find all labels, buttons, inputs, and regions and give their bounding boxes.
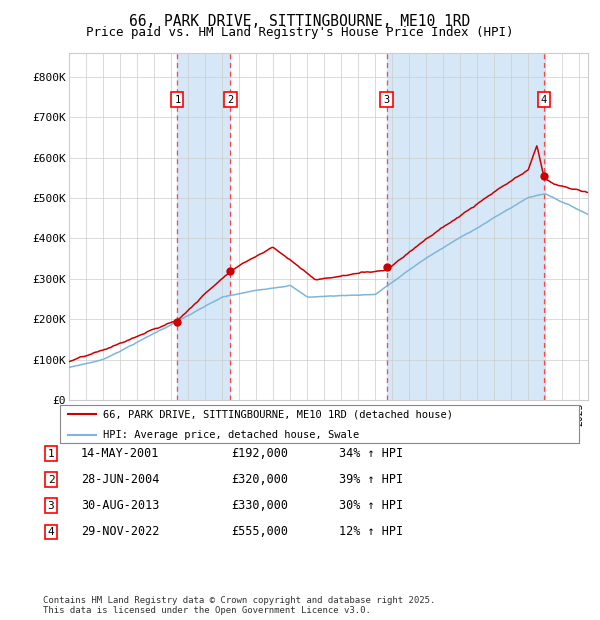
Text: 2: 2 (47, 475, 55, 485)
Text: 66, PARK DRIVE, SITTINGBOURNE, ME10 1RD: 66, PARK DRIVE, SITTINGBOURNE, ME10 1RD (130, 14, 470, 29)
Text: 2: 2 (227, 95, 233, 105)
Text: HPI: Average price, detached house, Swale: HPI: Average price, detached house, Swal… (103, 430, 359, 440)
Text: 28-JUN-2004: 28-JUN-2004 (81, 474, 160, 486)
Text: £330,000: £330,000 (231, 500, 288, 512)
Text: £555,000: £555,000 (231, 526, 288, 538)
Text: 39% ↑ HPI: 39% ↑ HPI (339, 474, 403, 486)
Bar (386, 53, 544, 400)
Text: 14-MAY-2001: 14-MAY-2001 (81, 448, 160, 460)
Text: 1: 1 (47, 449, 55, 459)
Text: 29-NOV-2022: 29-NOV-2022 (81, 526, 160, 538)
Text: 12% ↑ HPI: 12% ↑ HPI (339, 526, 403, 538)
Text: Contains HM Land Registry data © Crown copyright and database right 2025.
This d: Contains HM Land Registry data © Crown c… (43, 596, 436, 615)
Text: £192,000: £192,000 (231, 448, 288, 460)
Text: 30-AUG-2013: 30-AUG-2013 (81, 500, 160, 512)
Text: 30% ↑ HPI: 30% ↑ HPI (339, 500, 403, 512)
Text: 4: 4 (47, 527, 55, 537)
Text: 4: 4 (541, 95, 547, 105)
Text: Price paid vs. HM Land Registry's House Price Index (HPI): Price paid vs. HM Land Registry's House … (86, 26, 514, 39)
Bar (178, 53, 230, 400)
Text: 1: 1 (174, 95, 181, 105)
Text: 3: 3 (383, 95, 389, 105)
Text: £320,000: £320,000 (231, 474, 288, 486)
Text: 3: 3 (47, 501, 55, 511)
Text: 34% ↑ HPI: 34% ↑ HPI (339, 448, 403, 460)
Text: 66, PARK DRIVE, SITTINGBOURNE, ME10 1RD (detached house): 66, PARK DRIVE, SITTINGBOURNE, ME10 1RD … (103, 409, 452, 420)
